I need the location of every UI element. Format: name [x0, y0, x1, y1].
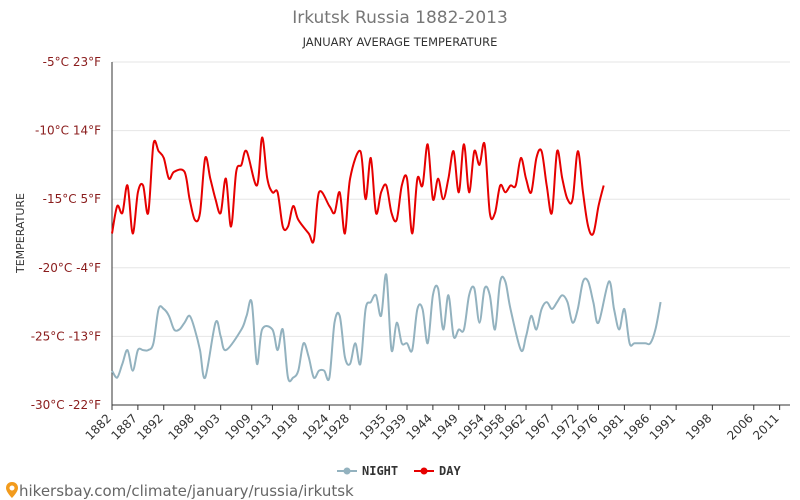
- x-tick-label: 1887: [108, 411, 139, 442]
- legend-day-label: DAY: [439, 464, 461, 478]
- x-tick-label: 1882: [83, 411, 114, 442]
- x-tick-label: 1892: [134, 411, 165, 442]
- x-tick-label: 1998: [683, 411, 714, 442]
- x-tick-label: 2006: [724, 411, 755, 442]
- legend-item-day[interactable]: DAY: [414, 464, 461, 478]
- legend-night-label: NIGHT: [362, 464, 398, 478]
- y-tick-label: -5°C 23°F: [43, 55, 101, 69]
- series-layer: [111, 136, 662, 383]
- night-series-line: [111, 273, 662, 383]
- y-tick-label: -30°C -22°F: [31, 398, 101, 412]
- x-tick-label: 1949: [429, 411, 460, 442]
- day-series-line: [111, 136, 605, 244]
- x-tick-label: 1918: [269, 411, 300, 442]
- x-tick-label: 1991: [647, 411, 678, 442]
- x-tick-label: 1944: [404, 411, 435, 442]
- legend-day-marker: [420, 467, 428, 475]
- source-link[interactable]: hikersbay.com/climate/january/russia/irk…: [6, 482, 354, 500]
- legend-night-marker: [343, 467, 351, 475]
- grid-layer: [111, 61, 790, 410]
- x-tick-label: 1903: [191, 411, 222, 442]
- y-tick-label: -10°C 14°F: [35, 124, 101, 138]
- y-tick-label: -20°C -4°F: [38, 261, 101, 275]
- x-tick-label: 1967: [523, 411, 554, 442]
- chart-title: Irkutsk Russia 1882-2013: [292, 8, 508, 28]
- y-tick-label: -25°C -13°F: [31, 329, 101, 343]
- location-pin-icon: [6, 482, 18, 498]
- legend: NIGHT DAY: [337, 464, 461, 478]
- chart-subtitle: JANUARY AVERAGE TEMPERATURE: [302, 35, 498, 49]
- x-tick-label: 1986: [621, 411, 652, 442]
- y-tick-label: -15°C 5°F: [43, 192, 101, 206]
- x-tick-label: 1898: [165, 411, 196, 442]
- y-axis-label: TEMPERATURE: [14, 193, 27, 274]
- legend-item-night[interactable]: NIGHT: [337, 464, 398, 478]
- source-text: hikersbay.com/climate/january/russia/irk…: [19, 482, 354, 500]
- y-tick-labels: -5°C 23°F -10°C 14°F -15°C 5°F -20°C -4°F -2…: [31, 55, 101, 412]
- x-tick-label: 2011: [750, 411, 781, 442]
- x-tick-label: 1981: [595, 411, 626, 442]
